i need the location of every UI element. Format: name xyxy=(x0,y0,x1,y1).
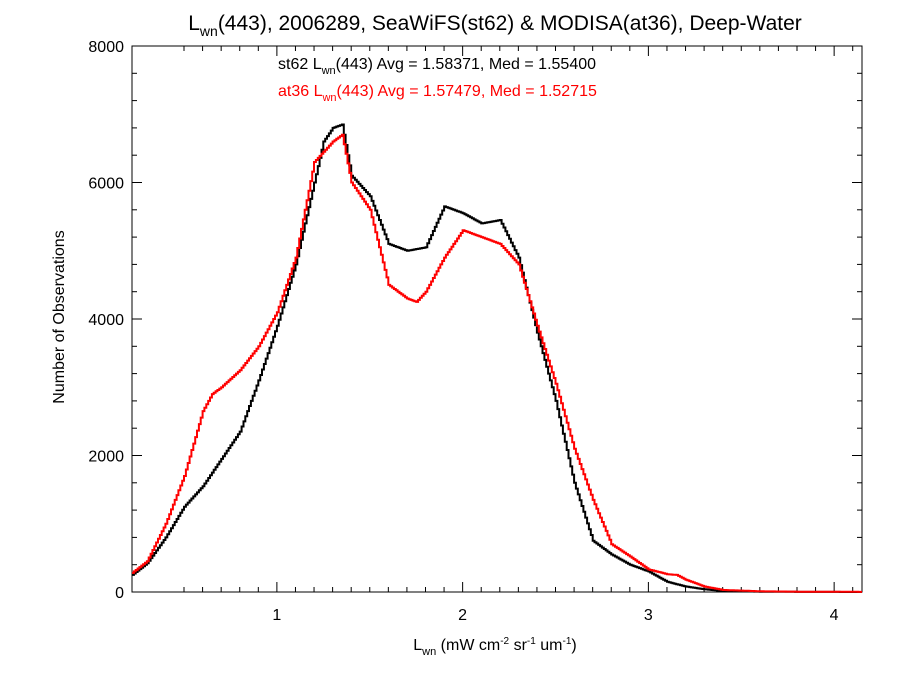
x-tick-label: 4 xyxy=(830,607,839,624)
series-at36-line xyxy=(132,133,862,593)
x-axis-ticks: 1 2 3 4 xyxy=(183,46,854,624)
x-tick-label: 3 xyxy=(644,607,653,624)
legend-entry-at36: at36 Lwn(443) Avg = 1.57479, Med = 1.527… xyxy=(278,83,597,104)
x-axis-label: Lwn (mW cm-2 sr-1 um-1) xyxy=(413,636,576,658)
y-tick-label: 6000 xyxy=(88,176,124,193)
x-tick-label: 1 xyxy=(272,607,281,624)
series-layer xyxy=(132,123,862,593)
y-tick-label: 4000 xyxy=(88,312,124,329)
y-tick-label: 0 xyxy=(115,585,124,602)
chart-title: Lwn(443), 2006289, SeaWiFS(st62) & MODIS… xyxy=(188,12,802,39)
legend-entry-st62: st62 Lwn(443) Avg = 1.58371, Med = 1.554… xyxy=(278,56,596,77)
y-tick-label: 2000 xyxy=(88,449,124,466)
x-tick-label: 2 xyxy=(458,607,467,624)
series-st62-line xyxy=(132,123,862,593)
y-axis-ticks: 0 2000 4000 6000 8000 xyxy=(88,39,862,602)
y-tick-label: 8000 xyxy=(88,39,124,56)
y-axis-label: Number of Observations xyxy=(51,230,68,403)
